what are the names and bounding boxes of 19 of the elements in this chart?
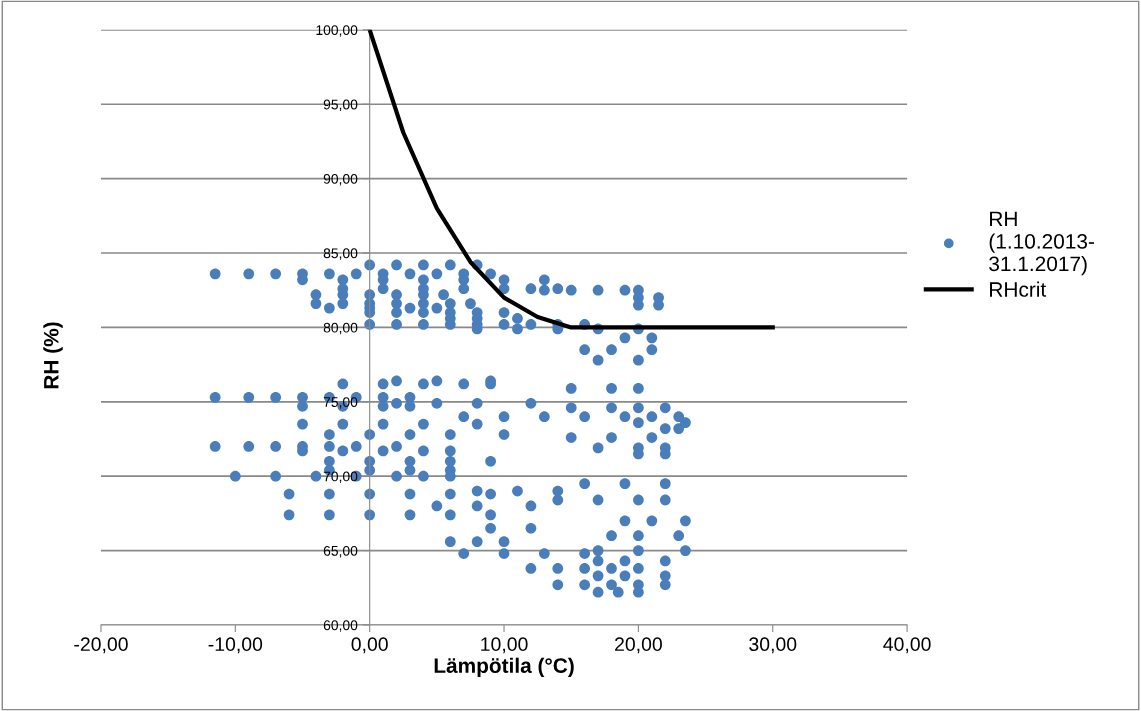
y-tick-label: 65,00: [323, 545, 358, 558]
x-tick-label: -10,00: [208, 637, 263, 654]
y-tick-label: 80,00: [323, 322, 358, 335]
x-tick-label: 10,00: [481, 637, 528, 654]
x-tick-label: 30,00: [749, 637, 797, 654]
y-tick-label: 100,00: [316, 25, 358, 37]
y-tick-label: 95,00: [323, 99, 358, 112]
legend-label: RH (1.10.2013- 31.1.2017): [989, 211, 1094, 276]
y-tick-label: 85,00: [323, 248, 358, 260]
y-axis-title: RH (%): [43, 322, 63, 389]
y-tick-label: 90,00: [323, 173, 358, 186]
x-tick-label: 20,00: [615, 637, 662, 654]
x-tick-label: 40,00: [883, 637, 931, 654]
y-tick-label: 75,00: [323, 397, 358, 409]
legend-label: RHcrit: [990, 281, 1047, 297]
x-axis-title: Lämpötila (°C): [434, 657, 574, 678]
x-tick-label: -20,00: [74, 637, 128, 654]
x-tick-label: 0,00: [351, 637, 388, 654]
y-tick-label: 60,00: [323, 620, 358, 632]
